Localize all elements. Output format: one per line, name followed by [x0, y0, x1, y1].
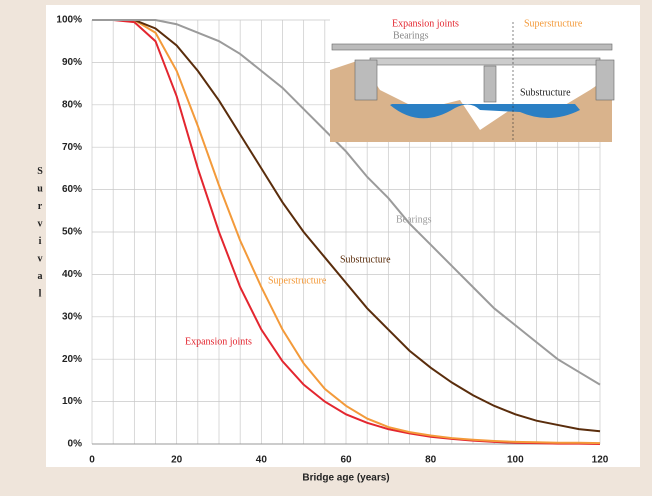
deck	[332, 44, 612, 50]
series-label: Substructure	[340, 254, 391, 265]
girder	[370, 58, 600, 65]
series-label: Superstructure	[268, 275, 327, 286]
chart: 0% 10% 20% 30% 40% 50% 60% 70% 80% 90% 100% 0 20 40 60…	[0, 0, 652, 496]
inset-label: Superstructure	[524, 18, 583, 29]
inset-label: Expansion joints	[392, 18, 459, 29]
abutment	[355, 60, 377, 100]
y-tick-label: 10%	[62, 396, 82, 407]
inset-label: Bearings	[393, 30, 429, 41]
pier	[484, 66, 496, 102]
y-tick-label: 100%	[56, 15, 82, 26]
y-tick-label: 0%	[68, 439, 83, 450]
series-label: Bearings	[396, 214, 432, 225]
x-axis-label: Bridge age (years)	[302, 473, 389, 484]
y-tick-label: 70%	[62, 142, 82, 153]
y-tick-label: 80%	[62, 99, 82, 110]
y-tick-label: 20%	[62, 354, 82, 365]
y-tick-label: 90%	[62, 57, 82, 68]
y-tick-label: 40%	[62, 269, 82, 280]
abutment	[596, 60, 614, 100]
series-label: Expansion joints	[185, 336, 252, 347]
x-tick-label: 20	[171, 455, 183, 466]
x-tick-label: 80	[425, 455, 437, 466]
page: 0% 10% 20% 30% 40% 50% 60% 70% 80% 90% 100% 0 20 40 60…	[0, 0, 652, 496]
y-tick-label: 50%	[62, 227, 82, 238]
x-tick-label: 100	[507, 455, 524, 466]
inset-label: Substructure	[520, 87, 571, 98]
x-tick-label: 40	[256, 455, 268, 466]
x-tick-label: 120	[592, 455, 609, 466]
inset: Expansion joints Superstructure Bearings…	[330, 14, 614, 142]
y-tick-label: 60%	[62, 184, 82, 195]
x-tick-label: 60	[340, 455, 352, 466]
y-tick-label: 30%	[62, 311, 82, 322]
x-tick-label: 0	[89, 455, 95, 466]
